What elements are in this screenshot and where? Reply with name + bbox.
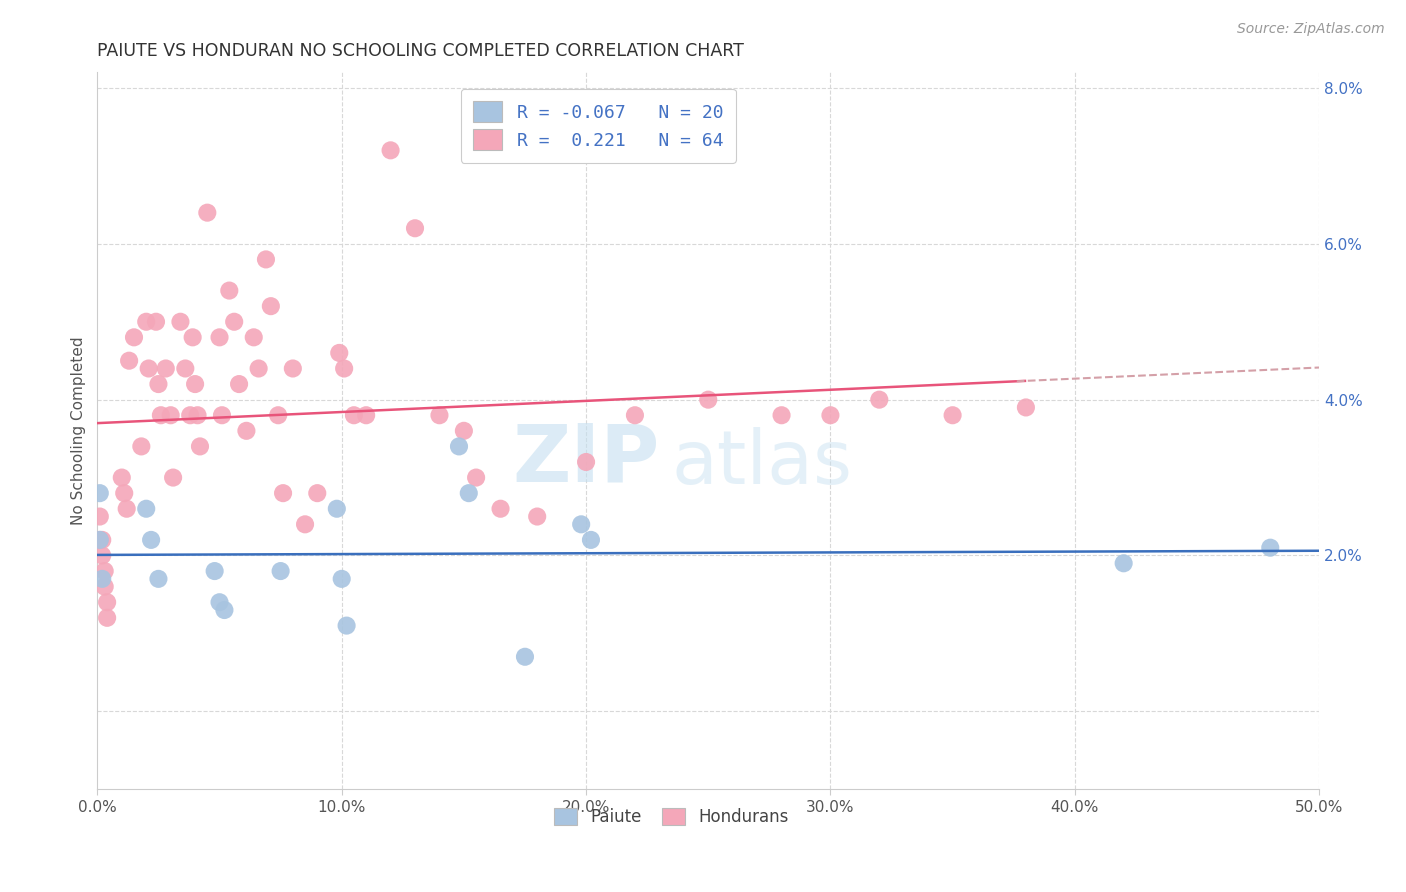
Point [380,144,402,158]
Point [155,361,177,376]
Y-axis label: No Schooling Completed: No Schooling Completed [72,336,86,525]
Point [281,361,304,376]
Point [195,205,218,219]
Point [208,595,231,609]
Point [294,517,316,532]
Point [569,517,592,532]
Point [242,330,264,344]
Text: PAIUTE VS HONDURAN NO SCHOOLING COMPLETED CORRELATION CHART: PAIUTE VS HONDURAN NO SCHOOLING COMPLETE… [97,42,744,60]
Point [247,361,270,376]
Point [148,377,170,392]
Point [697,392,720,407]
Point [135,315,157,329]
Point [96,595,118,609]
Point [1258,541,1281,555]
Point [307,486,329,500]
Point [1015,401,1038,415]
Point [579,533,602,547]
Point [91,572,114,586]
Point [270,564,292,578]
Point [188,439,211,453]
Point [429,409,451,423]
Point [138,361,160,376]
Point [404,221,426,235]
Point [218,284,240,298]
Point [169,315,191,329]
Point [139,533,162,547]
Point [513,649,536,664]
Point [254,252,277,267]
Point [93,580,115,594]
Point [336,618,359,632]
Text: Source: ZipAtlas.com: Source: ZipAtlas.com [1237,22,1385,37]
Point [122,330,145,344]
Point [214,603,236,617]
Point [112,486,135,500]
Point [447,439,470,453]
Point [453,424,475,438]
Point [89,533,111,547]
Point [1112,556,1135,570]
Point [159,409,181,423]
Point [330,572,353,586]
Point [260,299,283,313]
Point [115,501,138,516]
Point [267,409,290,423]
Text: atlas: atlas [672,426,852,500]
Point [271,486,294,500]
Point [208,330,231,344]
Point [89,533,111,547]
Point [135,501,157,516]
Point [131,439,153,453]
Point [526,509,548,524]
Point [174,361,197,376]
Point [93,564,115,578]
Point [228,377,250,392]
Point [91,549,114,563]
Point [148,572,170,586]
Point [328,346,350,360]
Point [343,409,366,423]
Point [91,533,114,547]
Point [457,486,479,500]
Point [96,611,118,625]
Point [326,501,349,516]
Point [89,486,111,500]
Point [624,409,647,423]
Point [942,409,965,423]
Point [489,501,512,516]
Point [820,409,842,423]
Point [868,392,890,407]
Point [354,409,377,423]
Point [224,315,246,329]
Point [211,409,233,423]
Point [186,409,208,423]
Legend: Paiute, Hondurans: Paiute, Hondurans [546,800,797,835]
Point [235,424,257,438]
Point [770,409,793,423]
Point [145,315,167,329]
Point [89,509,111,524]
Point [149,409,172,423]
Point [118,353,141,368]
Point [204,564,226,578]
Point [333,361,356,376]
Point [184,377,207,392]
Point [575,455,598,469]
Point [465,470,488,484]
Point [162,470,184,484]
Text: ZIP: ZIP [512,420,659,499]
Point [181,330,204,344]
Point [111,470,134,484]
Point [179,409,201,423]
